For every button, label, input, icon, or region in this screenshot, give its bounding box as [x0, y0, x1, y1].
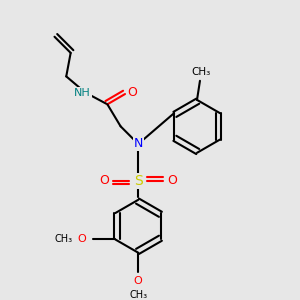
Text: O: O	[134, 276, 142, 286]
Text: O: O	[167, 174, 177, 187]
Text: CH₃: CH₃	[192, 67, 211, 77]
Text: CH₃: CH₃	[129, 290, 147, 300]
Text: O: O	[100, 174, 110, 187]
Text: O: O	[77, 235, 86, 244]
Text: O: O	[128, 86, 137, 99]
Text: S: S	[134, 174, 142, 188]
Text: N: N	[134, 137, 143, 151]
Text: NH: NH	[74, 88, 91, 98]
Text: CH₃: CH₃	[55, 235, 73, 244]
